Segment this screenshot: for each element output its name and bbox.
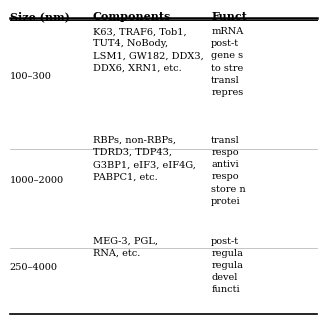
Text: MEG-3, PGL,
RNA, etc.: MEG-3, PGL, RNA, etc. xyxy=(93,237,158,258)
Text: Funct: Funct xyxy=(211,11,247,22)
Text: 1000–2000: 1000–2000 xyxy=(10,176,64,185)
Text: RBPs, non-RBPs,
TDRD3, TDP43,
G3BP1, eIF3, eIF4G,
PABPC1, etc.: RBPs, non-RBPs, TDRD3, TDP43, G3BP1, eIF… xyxy=(93,136,196,181)
Text: Components: Components xyxy=(93,11,171,22)
Text: K63, TRAF6, Tob1,
TUT4, NoBody,
LSM1, GW182, DDX3,
DDX6, XRN1, etc.: K63, TRAF6, Tob1, TUT4, NoBody, LSM1, GW… xyxy=(93,27,204,73)
Text: 250–4000: 250–4000 xyxy=(10,263,58,272)
Text: mRNA
post-t
gene s
to stre
transl
repres: mRNA post-t gene s to stre transl repres xyxy=(211,27,244,97)
Text: post-t
regula
regula
devel
functi: post-t regula regula devel functi xyxy=(211,237,243,294)
Text: 100–300: 100–300 xyxy=(10,72,52,81)
Text: Size (nm): Size (nm) xyxy=(10,11,69,22)
Text: transl
respo
antivi
respo
store n
protei: transl respo antivi respo store n protei xyxy=(211,136,246,206)
